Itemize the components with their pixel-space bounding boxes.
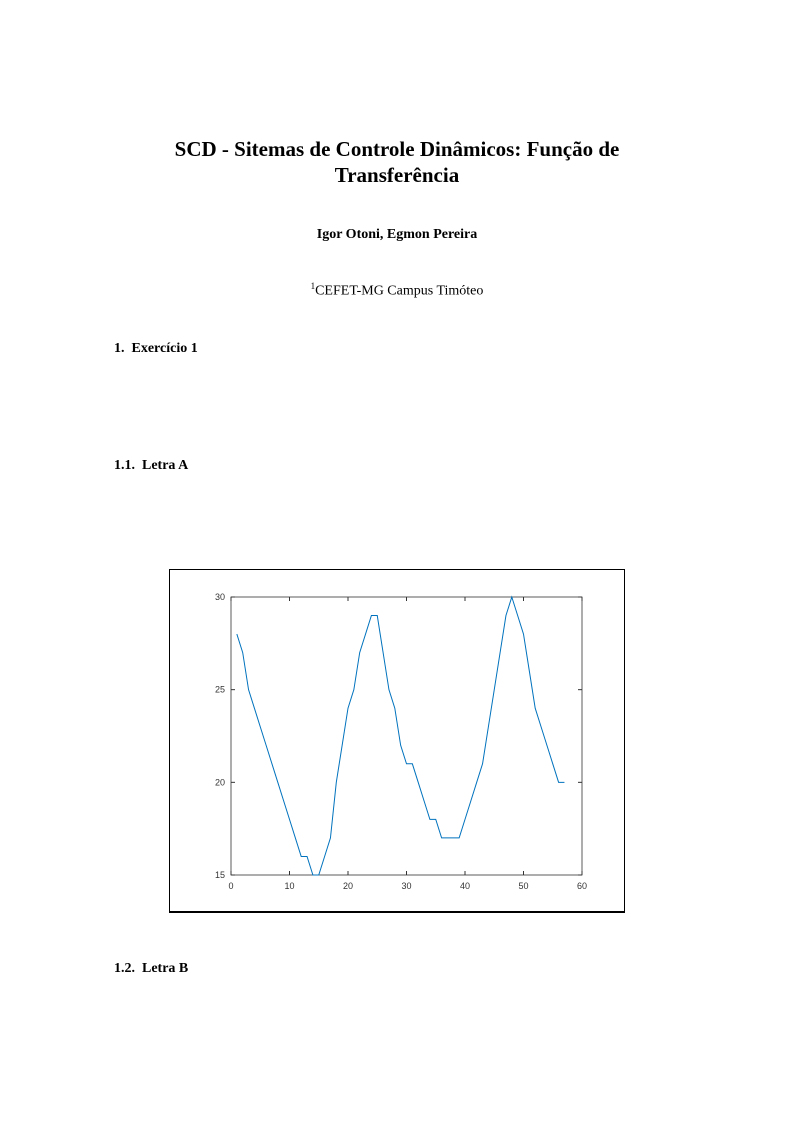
- x-tick-label: 60: [577, 881, 587, 891]
- x-tick-label: 10: [284, 881, 294, 891]
- plot-area: [230, 596, 583, 876]
- section-heading: 1. Exercício 1: [114, 341, 198, 357]
- section-title: Exercício 1: [131, 341, 198, 356]
- section-title: Letra B: [142, 961, 189, 976]
- section-number: 1.: [114, 341, 125, 356]
- paper-title: SCD - Sitemas de Controle Dinâmicos: Fun…: [174, 137, 620, 187]
- x-tick-label: 30: [401, 881, 411, 891]
- subsection-heading: 1.2. Letra B: [114, 961, 188, 977]
- authors: Igor Otoni, Egmon Pereira: [316, 227, 478, 242]
- y-tick-label: 20: [215, 777, 225, 787]
- affiliation-mark: 1: [310, 281, 316, 291]
- x-tick-label: 0: [228, 881, 233, 891]
- section-number: 1.1.: [114, 458, 135, 473]
- x-tick-label: 50: [518, 881, 528, 891]
- affiliation: 1CEFET-MG Campus Timóteo: [0, 281, 794, 300]
- y-tick-label: 15: [215, 870, 225, 880]
- figure-frame: 0 10 20 30 40 50 60 15 20 25 30: [169, 569, 625, 913]
- y-tick-label: 25: [215, 685, 225, 695]
- line-chart: 0 10 20 30 40 50 60 15 20 25 30: [215, 592, 587, 891]
- y-tick-label: 30: [215, 592, 225, 602]
- section-title: Letra A: [142, 458, 189, 473]
- x-tick-label: 40: [460, 881, 470, 891]
- subsection-heading: 1.1. Letra A: [114, 458, 188, 474]
- section-number: 1.2.: [114, 961, 135, 976]
- x-tick-label: 20: [343, 881, 353, 891]
- affiliation-text: CEFET-MG Campus Timóteo: [315, 283, 484, 299]
